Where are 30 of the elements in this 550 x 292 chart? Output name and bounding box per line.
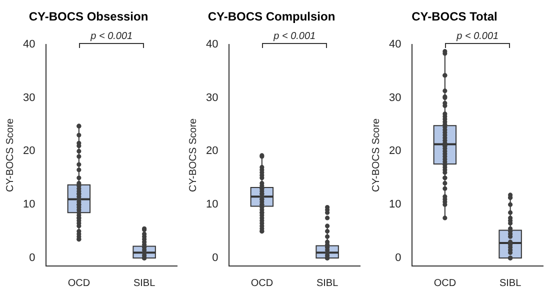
x-tick-label: OCD [434,278,456,289]
y-tick-label: 10 [22,198,36,211]
y-tick-label: 0 [29,252,36,264]
y-tick-label: 20 [206,145,218,158]
y-tick-label: 40 [206,38,218,50]
text: p < 0.001 [272,31,316,42]
y-tick-label: 30 [206,92,218,104]
y-tick-label: 40 [388,38,402,50]
x-tick-label: SIBL [316,278,339,289]
y-axis-title: CY-BOCS Score [188,118,199,192]
y-axis-title: CY-BOCS Score [4,118,16,192]
chart-title: CY-BOCS Compulsion [208,10,336,24]
y-tick-label: 20 [388,145,402,158]
x-tick-label: SIBL [133,278,156,289]
text: p < 0.001 [90,31,133,42]
chart-title: CY-BOCS Total [412,10,498,24]
y-tick-label: 0 [212,252,218,264]
y-tick-label: 10 [388,198,402,211]
x-tick-label: SIBL [499,278,522,289]
y-tick-label: 0 [395,252,402,264]
text: p < 0.001 [456,31,499,42]
y-axis-title: CY-BOCS Score [370,118,382,192]
x-tick-label: OCD [250,278,274,289]
y-tick-label: 40 [22,38,36,50]
chart-title: CY-BOCS Obsession [28,10,148,24]
y-tick-label: 20 [22,145,36,158]
x-tick-label: OCD [68,278,90,289]
y-tick-label: 10 [206,198,218,211]
y-tick-label: 30 [22,92,36,104]
y-tick-label: 30 [388,92,402,104]
